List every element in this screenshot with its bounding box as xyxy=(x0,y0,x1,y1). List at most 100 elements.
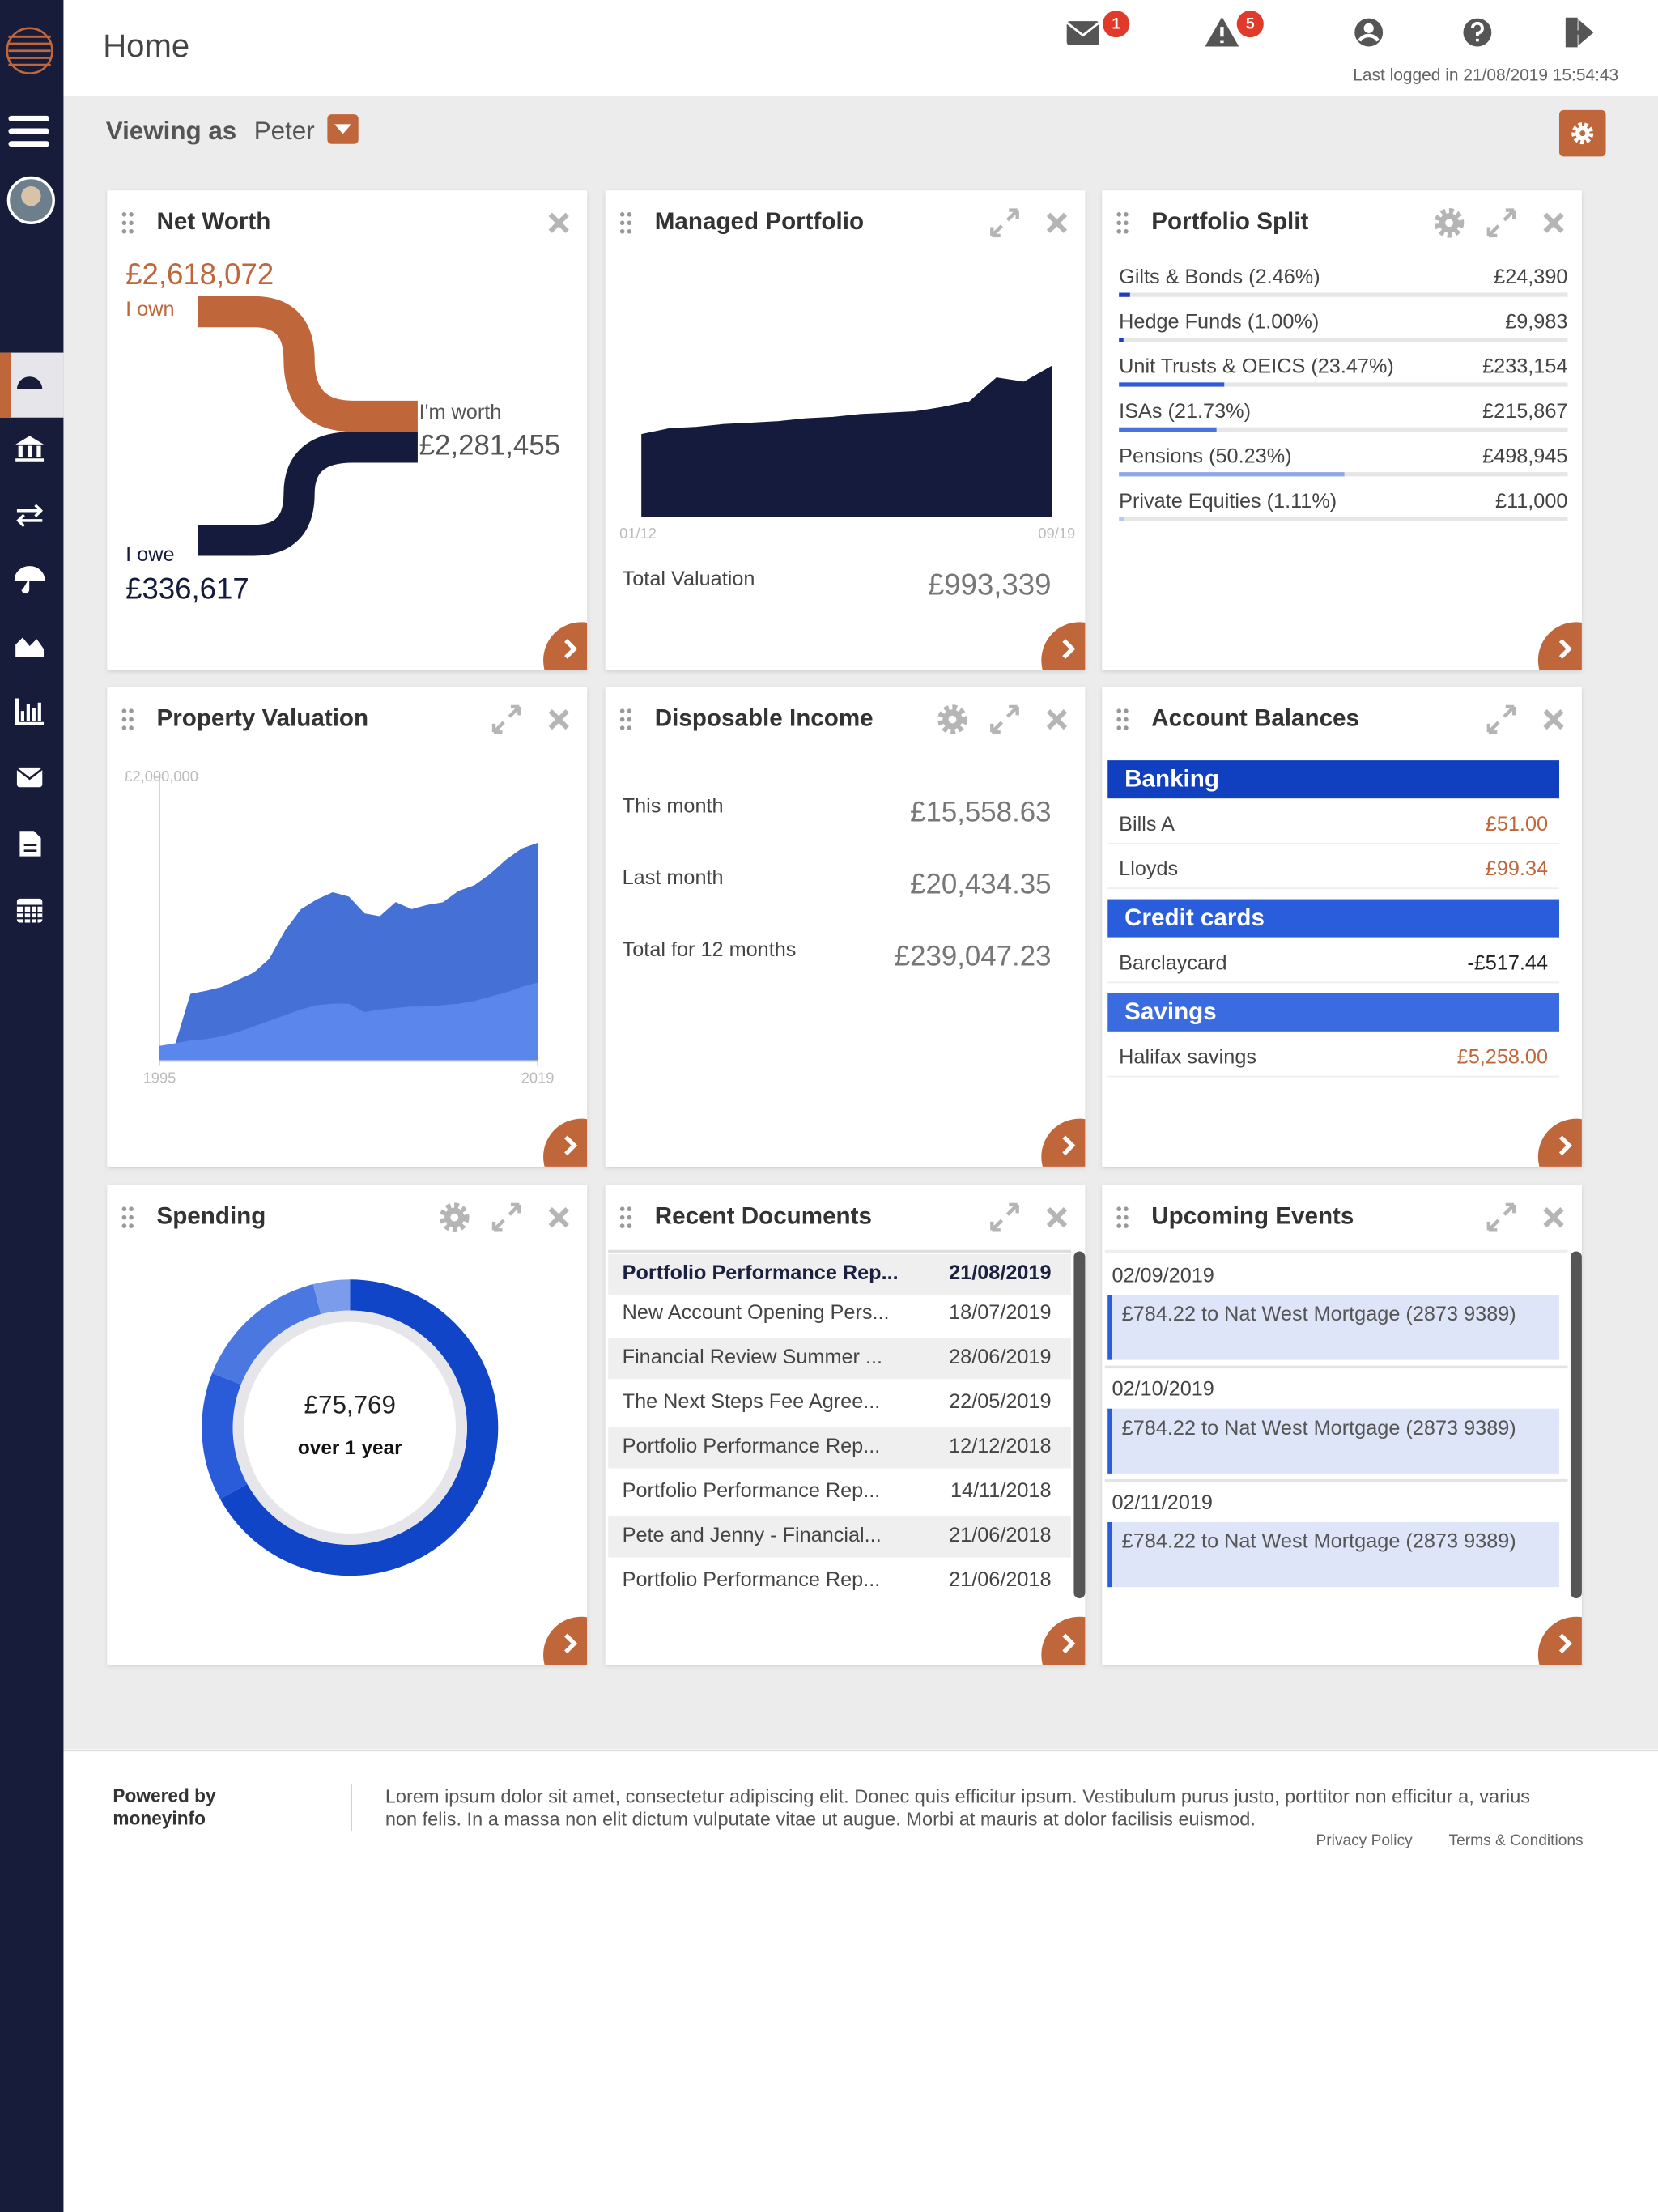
drag-handle[interactable] xyxy=(619,1214,625,1220)
drag-handle[interactable] xyxy=(619,1223,625,1228)
drag-handle[interactable] xyxy=(1124,212,1129,217)
drag-handle[interactable] xyxy=(1124,228,1129,234)
drag-handle[interactable] xyxy=(627,228,632,234)
open-button[interactable] xyxy=(1537,622,1614,698)
drag-handle[interactable] xyxy=(627,717,632,722)
drag-handle[interactable] xyxy=(129,725,134,730)
drag-handle[interactable] xyxy=(1116,1214,1121,1220)
drag-handle[interactable] xyxy=(121,212,127,217)
close-button[interactable] xyxy=(1543,708,1564,730)
drag-handle[interactable] xyxy=(619,725,625,730)
worth-label: I'm worth xyxy=(419,401,502,423)
expand-button[interactable] xyxy=(491,1202,521,1232)
mail-icon[interactable] xyxy=(1066,21,1099,45)
expand-button[interactable] xyxy=(990,208,1019,238)
privacy-link[interactable]: Privacy Policy xyxy=(1316,1832,1413,1849)
drag-handle[interactable] xyxy=(121,717,127,722)
gear-teeth[interactable] xyxy=(937,704,967,734)
drag-handle[interactable] xyxy=(121,708,127,713)
expand-button[interactable] xyxy=(1486,208,1516,238)
drag-handle[interactable] xyxy=(619,1206,625,1211)
drag-handle[interactable] xyxy=(1116,717,1121,722)
drag-handle[interactable] xyxy=(129,1223,134,1228)
drag-handle[interactable] xyxy=(1124,708,1129,713)
expand-button[interactable] xyxy=(491,704,521,734)
account-name: Bills A xyxy=(1119,813,1175,836)
open-button[interactable] xyxy=(543,1118,619,1195)
open-button[interactable] xyxy=(1041,622,1117,698)
drag-handle[interactable] xyxy=(121,725,127,730)
expand-button[interactable] xyxy=(1486,704,1516,734)
drag-handle[interactable] xyxy=(619,228,625,234)
open-button[interactable] xyxy=(1041,1616,1117,1693)
drag-handle[interactable] xyxy=(1116,1206,1121,1211)
drag-handle[interactable] xyxy=(1124,725,1129,730)
drag-handle[interactable] xyxy=(1116,725,1121,730)
close-button[interactable] xyxy=(1543,212,1564,233)
drag-handle[interactable] xyxy=(627,1206,632,1211)
close-button[interactable] xyxy=(548,212,569,233)
terms-link[interactable]: Terms & Conditions xyxy=(1448,1832,1583,1849)
drag-handle[interactable] xyxy=(1124,717,1129,722)
close-button[interactable] xyxy=(1046,708,1068,730)
drag-handle[interactable] xyxy=(1116,1223,1121,1228)
drag-handle[interactable] xyxy=(1124,1206,1129,1211)
drag-handle[interactable] xyxy=(619,212,625,217)
drag-handle[interactable] xyxy=(1116,212,1121,217)
close-button[interactable] xyxy=(548,708,569,730)
drag-handle[interactable] xyxy=(1116,228,1121,234)
drag-handle[interactable] xyxy=(129,220,134,226)
drag-handle[interactable] xyxy=(129,212,134,217)
nav-item[interactable] xyxy=(16,767,44,788)
close-button[interactable] xyxy=(1046,1207,1068,1228)
scrollbar[interactable] xyxy=(1073,1251,1086,1599)
expand-button[interactable] xyxy=(1486,1202,1516,1232)
open-button[interactable] xyxy=(1537,1616,1614,1693)
drag-handle[interactable] xyxy=(627,708,632,713)
drag-handle[interactable] xyxy=(1124,1214,1129,1220)
drag-handle[interactable] xyxy=(129,717,134,722)
drag-handle[interactable] xyxy=(121,1206,127,1211)
drag-handle[interactable] xyxy=(627,220,632,226)
drag-handle[interactable] xyxy=(121,1214,127,1220)
close-button[interactable] xyxy=(1543,1207,1564,1228)
drag-handle[interactable] xyxy=(121,228,127,234)
nav-item[interactable] xyxy=(16,504,44,528)
drag-handle[interactable] xyxy=(129,228,134,234)
drag-handle[interactable] xyxy=(619,717,625,722)
nav-item[interactable] xyxy=(19,831,41,857)
drag-handle[interactable] xyxy=(129,1206,134,1211)
nav-item[interactable] xyxy=(15,637,45,657)
drag-handle[interactable] xyxy=(121,1223,127,1228)
drag-handle[interactable] xyxy=(627,1223,632,1228)
open-button[interactable] xyxy=(543,622,619,698)
drag-handle[interactable] xyxy=(627,1214,632,1220)
scrollbar[interactable] xyxy=(1570,1251,1582,1599)
drag-handle[interactable] xyxy=(1124,220,1129,226)
nav-item[interactable] xyxy=(16,898,43,923)
drag-handle[interactable] xyxy=(129,708,134,713)
gear-teeth[interactable] xyxy=(439,1202,470,1232)
expand-button[interactable] xyxy=(990,704,1019,734)
expand-button[interactable] xyxy=(990,1202,1019,1232)
drag-handle[interactable] xyxy=(627,212,632,217)
drag-handle[interactable] xyxy=(1116,708,1121,713)
nav-item[interactable] xyxy=(14,566,45,594)
close-button[interactable] xyxy=(548,1207,569,1228)
gear-teeth[interactable] xyxy=(1434,207,1465,238)
drag-handle[interactable] xyxy=(121,220,127,226)
nav-item[interactable] xyxy=(15,436,45,462)
nav-item[interactable] xyxy=(16,376,43,389)
nav-item[interactable] xyxy=(15,698,45,725)
drag-handle[interactable] xyxy=(1116,220,1121,226)
drag-handle[interactable] xyxy=(627,725,632,730)
drag-handle[interactable] xyxy=(619,708,625,713)
open-button[interactable] xyxy=(1537,1118,1614,1195)
open-button[interactable] xyxy=(1041,1118,1117,1195)
drag-handle[interactable] xyxy=(619,220,625,226)
drag-handle[interactable] xyxy=(1124,1223,1129,1228)
drag-handle[interactable] xyxy=(129,1214,134,1220)
logout-icon[interactable] xyxy=(1565,17,1594,48)
close-button[interactable] xyxy=(1046,212,1068,233)
open-button[interactable] xyxy=(543,1616,619,1693)
